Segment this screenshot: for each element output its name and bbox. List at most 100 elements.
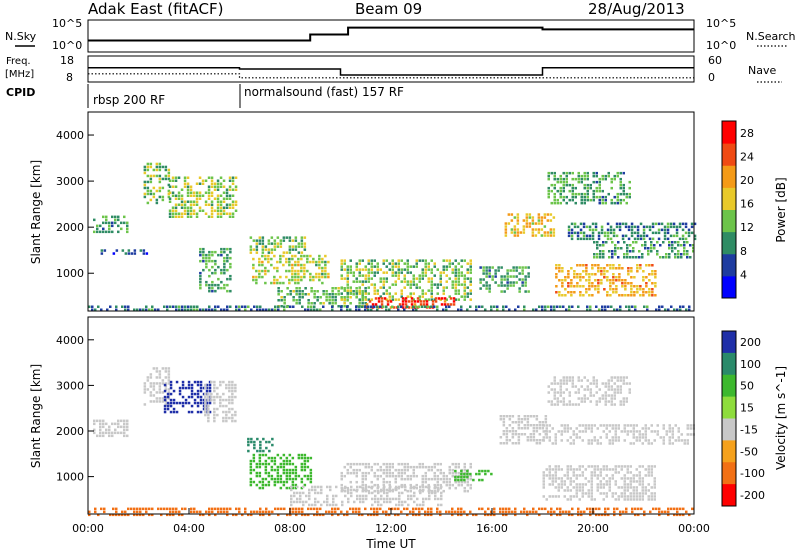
colorbar-segment bbox=[722, 187, 736, 210]
heatmap-cell bbox=[621, 267, 624, 270]
heatmap-cell bbox=[216, 194, 220, 197]
heatmap-cell bbox=[247, 305, 250, 308]
heatmap-cell bbox=[662, 424, 665, 427]
heatmap-cell bbox=[647, 442, 650, 445]
heatmap-cell bbox=[303, 453, 307, 457]
heatmap-cell bbox=[442, 265, 445, 268]
heatmap-cell bbox=[146, 186, 150, 190]
heatmap-cell bbox=[618, 264, 621, 267]
heatmap-cell bbox=[626, 430, 629, 433]
heatmap-cell bbox=[466, 469, 469, 473]
heatmap-cell bbox=[639, 285, 642, 288]
colorbar-tick-label: -15 bbox=[740, 423, 758, 436]
heatmap-cell bbox=[490, 510, 493, 514]
heatmap-cell bbox=[557, 489, 560, 492]
heatmap-cell bbox=[599, 486, 602, 489]
heatmap-cell bbox=[407, 494, 410, 498]
colorbar-tick-label: 8 bbox=[740, 245, 747, 258]
heatmap-cell bbox=[364, 296, 367, 299]
heatmap-cell bbox=[454, 283, 457, 286]
heatmap-cell bbox=[207, 407, 210, 411]
heatmap-cell bbox=[270, 459, 274, 463]
heatmap-cell bbox=[186, 182, 190, 185]
heatmap-cell bbox=[590, 492, 593, 495]
heatmap-cell bbox=[290, 488, 293, 492]
heatmap-cell bbox=[385, 465, 388, 469]
heatmap-cell bbox=[547, 195, 550, 199]
heatmap-cell bbox=[382, 280, 385, 283]
heatmap-cell bbox=[391, 259, 394, 262]
heatmap-cell bbox=[445, 483, 448, 487]
heatmap-cell bbox=[355, 510, 358, 514]
heatmap-cell bbox=[454, 289, 457, 292]
heatmap-cell bbox=[349, 268, 352, 271]
heatmap-cell bbox=[569, 489, 572, 492]
heatmap-cell bbox=[340, 265, 343, 268]
heatmap-cell bbox=[258, 453, 262, 457]
heatmap-cell bbox=[318, 263, 321, 267]
heatmap-cell bbox=[590, 480, 593, 483]
heatmap-cell bbox=[600, 273, 603, 276]
heatmap-cell bbox=[421, 277, 424, 280]
heatmap-cell bbox=[334, 299, 337, 302]
heatmap-cell bbox=[570, 234, 574, 238]
heatmap-cell bbox=[385, 510, 388, 514]
heatmap-cell bbox=[264, 483, 268, 487]
heatmap-cell bbox=[210, 209, 214, 212]
heatmap-cell bbox=[553, 198, 556, 202]
heatmap-cell bbox=[349, 296, 352, 299]
heatmap-cell bbox=[644, 424, 647, 427]
heatmap-cell bbox=[587, 424, 590, 427]
heatmap-cell bbox=[276, 468, 280, 472]
heatmap-cell bbox=[317, 491, 320, 495]
heatmap-cell bbox=[102, 434, 105, 438]
heatmap-cell bbox=[226, 513, 229, 517]
heatmap-cell bbox=[208, 283, 211, 287]
heatmap-cell bbox=[648, 291, 651, 294]
heatmap-cell bbox=[466, 295, 469, 298]
heatmap-cell bbox=[264, 269, 267, 273]
heatmap-cell bbox=[548, 439, 551, 442]
heatmap-cell bbox=[614, 253, 617, 256]
heatmap-cell bbox=[469, 486, 472, 490]
heatmap-cell bbox=[463, 298, 466, 301]
heatmap-cell bbox=[293, 500, 296, 504]
heatmap-cell bbox=[605, 480, 608, 483]
heatmap-cell bbox=[199, 274, 202, 278]
heatmap-cell bbox=[183, 179, 187, 182]
heatmap-cell bbox=[596, 442, 599, 445]
heatmap-cell bbox=[568, 198, 571, 202]
heatmap-cell bbox=[403, 262, 406, 265]
heatmap-cell bbox=[571, 385, 574, 388]
heatmap-cell bbox=[349, 289, 352, 292]
heatmap-cell bbox=[331, 510, 334, 514]
heatmap-cell bbox=[598, 198, 601, 202]
heatmap-cell bbox=[196, 383, 200, 387]
heatmap-cell bbox=[285, 275, 288, 279]
heatmap-cell bbox=[421, 489, 424, 493]
heatmap-cell bbox=[509, 275, 512, 278]
heatmap-cell bbox=[108, 428, 111, 432]
heatmap-cell bbox=[121, 305, 124, 308]
heatmap-cell bbox=[300, 245, 304, 248]
heatmap-cell bbox=[638, 477, 641, 480]
heatmap-cell bbox=[225, 386, 228, 390]
heatmap-cell bbox=[590, 430, 593, 433]
y-tick-label: 3000 bbox=[56, 175, 84, 188]
heatmap-cell bbox=[592, 379, 595, 382]
heatmap-cell bbox=[572, 486, 575, 489]
heatmap-cell bbox=[460, 274, 463, 277]
heatmap-cell bbox=[557, 477, 560, 480]
heatmap-cell bbox=[403, 468, 406, 472]
heatmap-cell bbox=[505, 415, 509, 418]
heatmap-cell bbox=[643, 510, 646, 514]
heatmap-cell bbox=[463, 462, 466, 466]
heatmap-cell bbox=[658, 305, 661, 308]
heatmap-cell bbox=[625, 376, 628, 379]
heatmap-cell bbox=[558, 270, 561, 273]
heatmap-cell bbox=[558, 291, 561, 294]
heatmap-cell bbox=[383, 297, 387, 300]
heatmap-cell bbox=[346, 265, 349, 268]
heatmap-cell bbox=[398, 303, 402, 306]
heatmap-cell bbox=[199, 271, 202, 275]
